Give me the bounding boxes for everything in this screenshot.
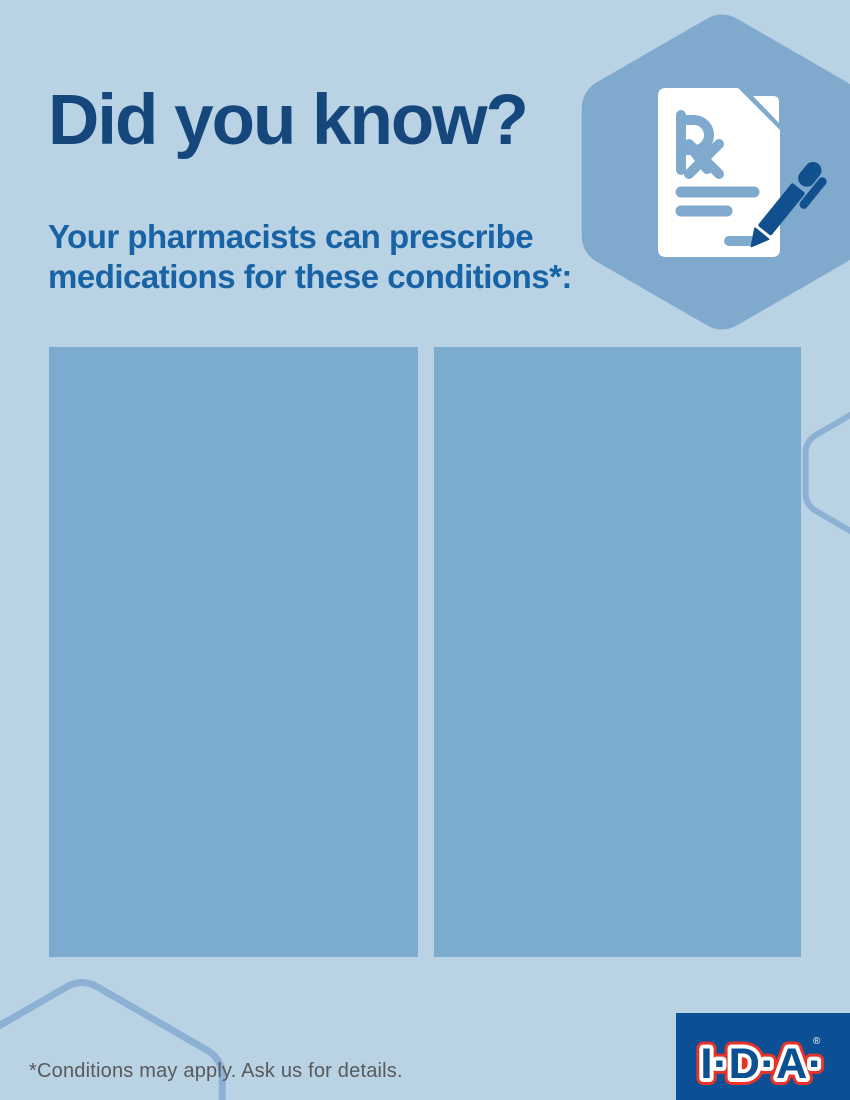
hexagon-outline-right: [802, 411, 850, 535]
ida-logo-outline-red: I·D·A·: [700, 1040, 823, 1088]
registered-trademark-mark: ®: [813, 1036, 821, 1047]
hexagon-outline-bottom-left: [0, 979, 226, 1100]
condition-panel-left: [49, 347, 418, 957]
rx-symbol: [676, 110, 724, 179]
ida-logo: I·D·A· I·D·A· I·D·A· ®: [676, 1013, 850, 1100]
pen-icon: [750, 161, 827, 248]
footnote: *Conditions may apply. Ask us for detail…: [29, 1060, 403, 1082]
ida-logo-letters: I·D·A·: [700, 1040, 823, 1088]
subheading: Your pharmacists can prescribe medicatio…: [48, 217, 572, 297]
ida-logo-artwork: I·D·A· I·D·A· I·D·A· ®: [693, 1033, 829, 1095]
ida-logo-outline-white: I·D·A·: [700, 1040, 823, 1088]
rx-document-icon: [658, 88, 780, 257]
document-text-lines: [675, 186, 760, 217]
subheading-line-1: Your pharmacists can prescribe: [48, 218, 534, 255]
page-title: Did you know?: [48, 81, 529, 160]
subheading-line-2: medications for these conditions*:: [48, 258, 572, 295]
folded-corner: [753, 96, 779, 123]
condition-panel-right: [434, 347, 801, 957]
